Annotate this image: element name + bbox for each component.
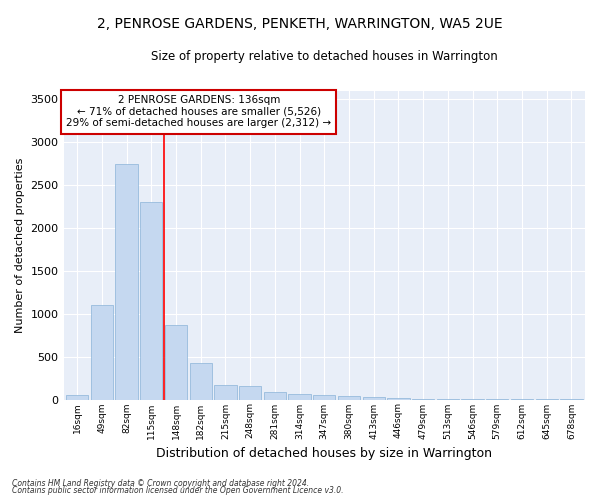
Title: Size of property relative to detached houses in Warrington: Size of property relative to detached ho… [151, 50, 497, 63]
Bar [165, 325, 187, 400]
Bar [214, 385, 236, 400]
Bar [387, 398, 410, 400]
Bar [66, 395, 88, 400]
Text: 2, PENROSE GARDENS, PENKETH, WARRINGTON, WA5 2UE: 2, PENROSE GARDENS, PENKETH, WARRINGTON,… [97, 18, 503, 32]
Bar [313, 395, 335, 400]
Bar [362, 398, 385, 400]
Bar [239, 386, 261, 400]
X-axis label: Distribution of detached houses by size in Warrington: Distribution of detached houses by size … [156, 447, 492, 460]
Bar [264, 392, 286, 400]
Y-axis label: Number of detached properties: Number of detached properties [15, 158, 25, 332]
Bar [338, 396, 360, 400]
Bar [412, 399, 434, 400]
Bar [91, 305, 113, 400]
Text: Contains HM Land Registry data © Crown copyright and database right 2024.: Contains HM Land Registry data © Crown c… [12, 478, 309, 488]
Text: Contains public sector information licensed under the Open Government Licence v3: Contains public sector information licen… [12, 486, 343, 495]
Text: 2 PENROSE GARDENS: 136sqm
← 71% of detached houses are smaller (5,526)
29% of se: 2 PENROSE GARDENS: 136sqm ← 71% of detac… [66, 95, 331, 128]
Bar [190, 362, 212, 400]
Bar [115, 164, 137, 400]
Bar [289, 394, 311, 400]
Bar [140, 202, 163, 400]
